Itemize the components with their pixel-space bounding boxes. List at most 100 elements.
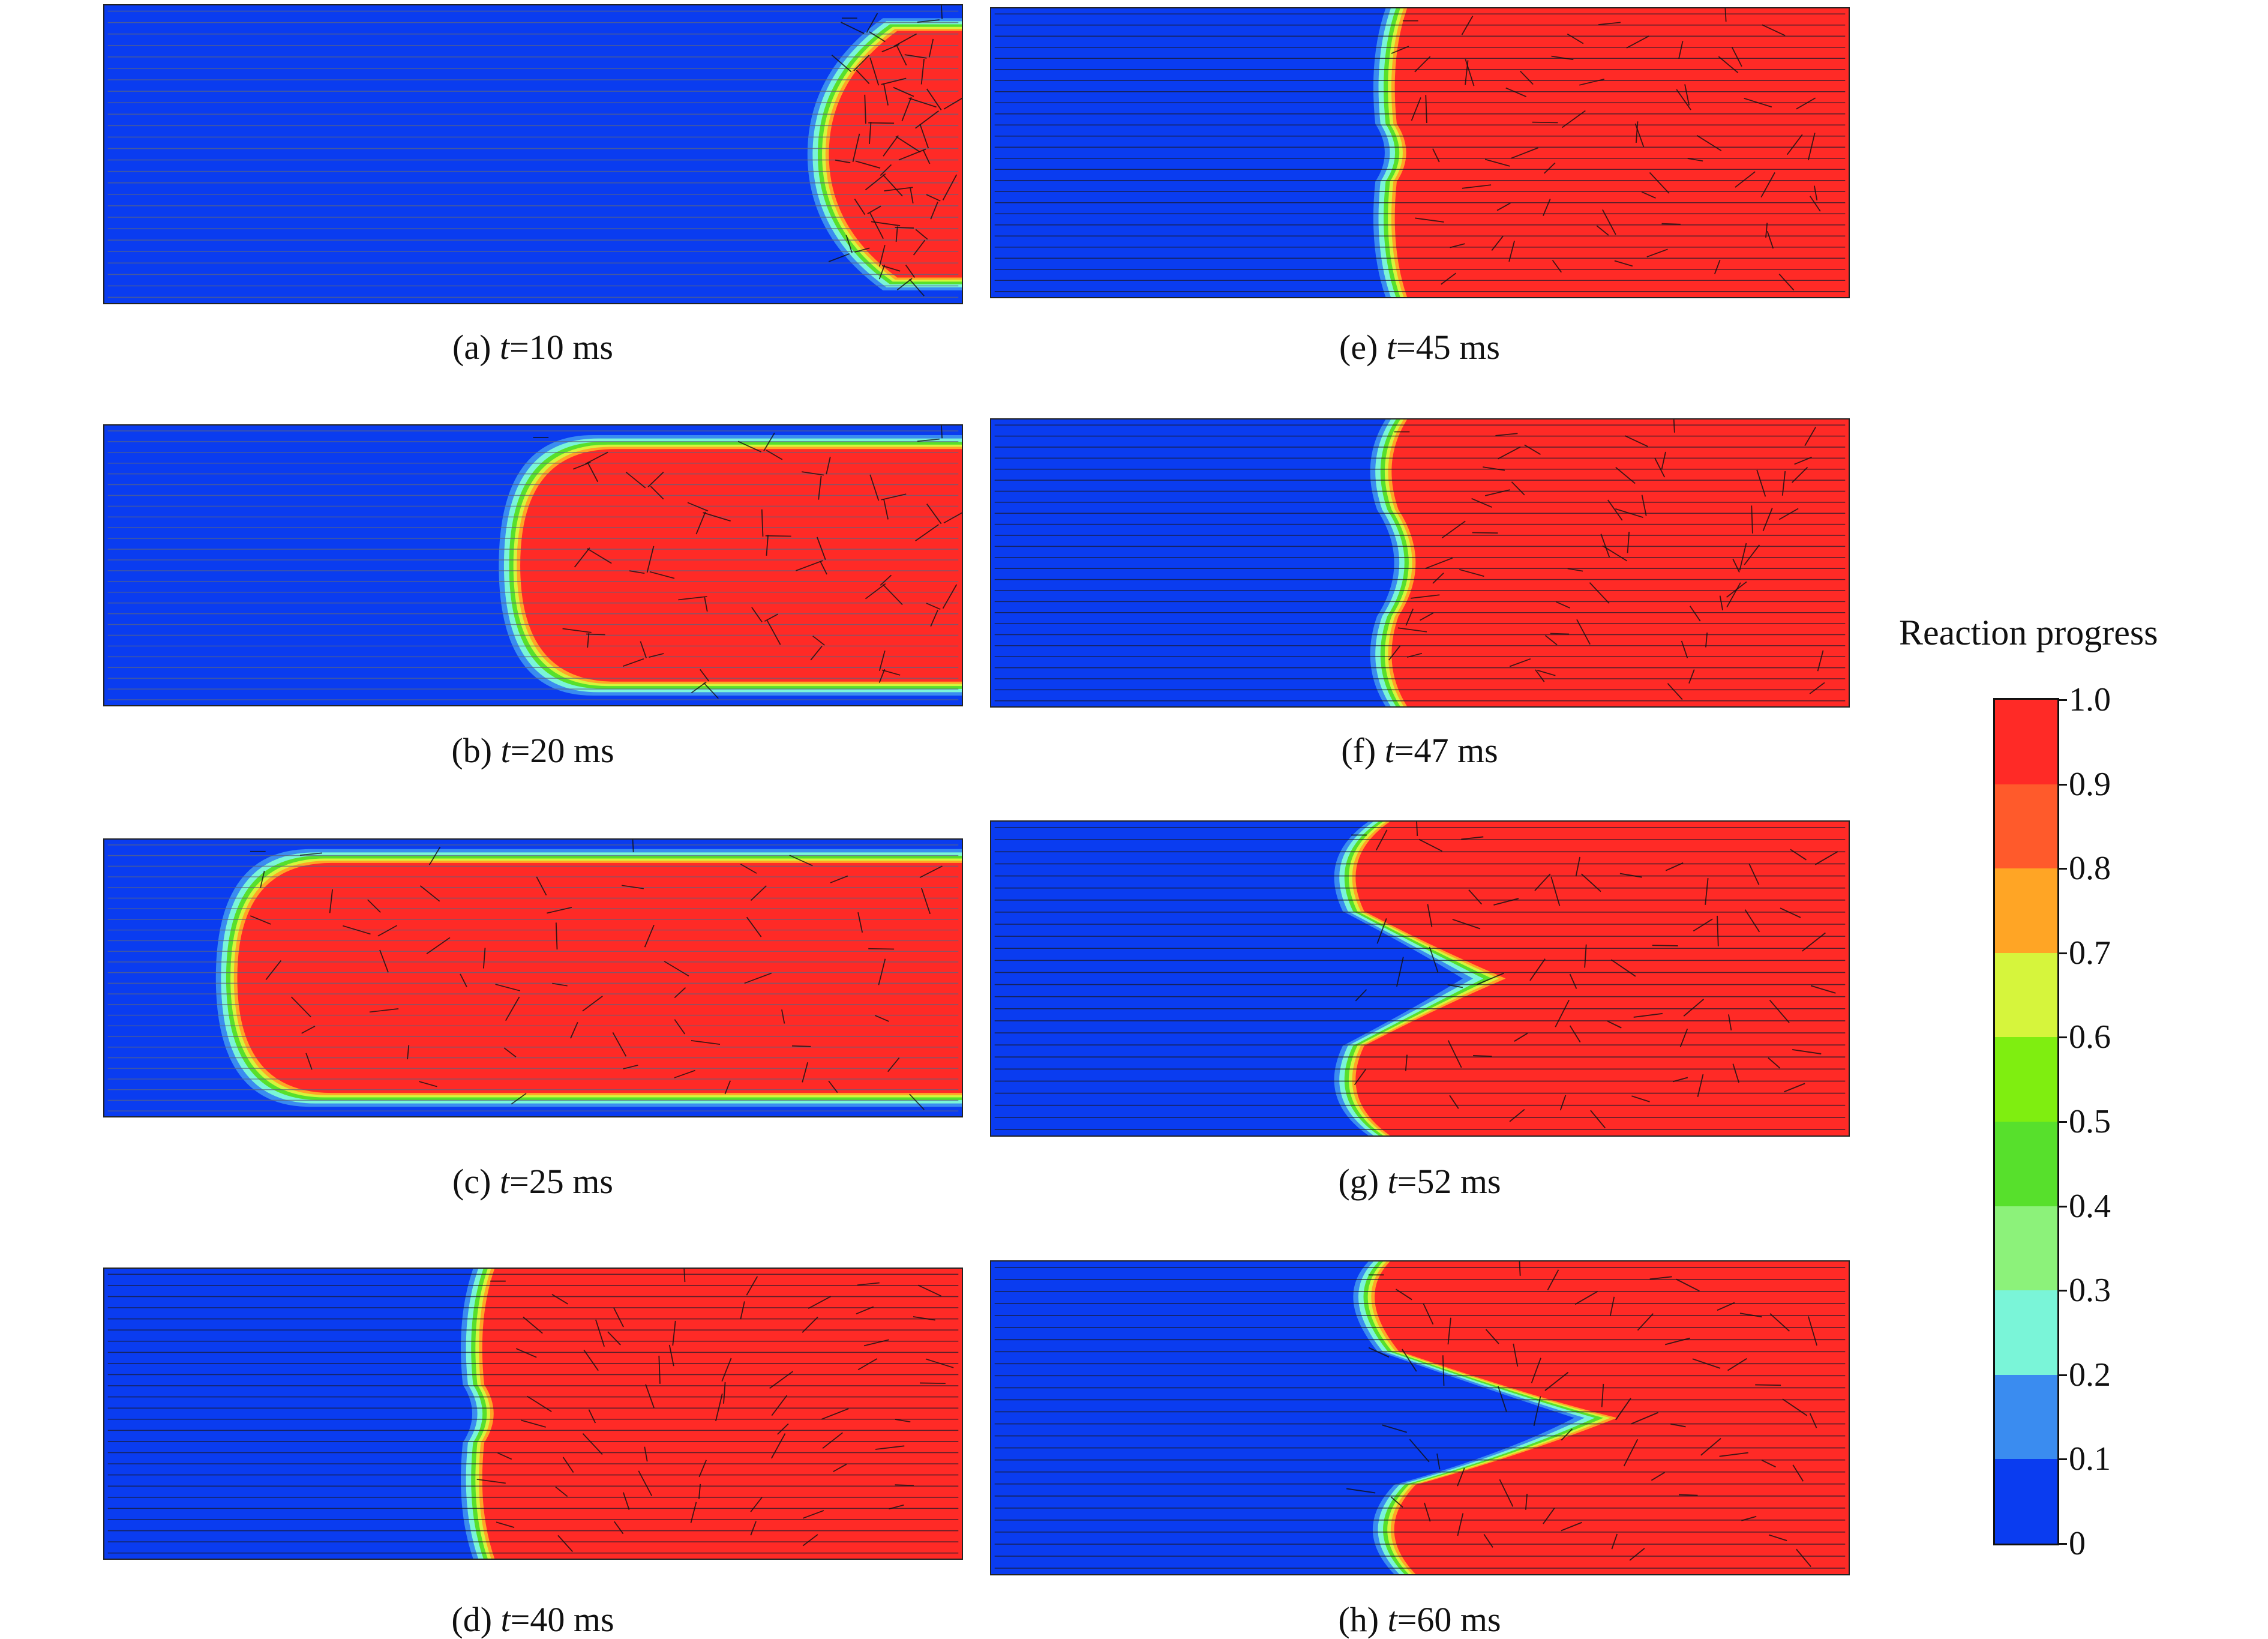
velocity-arrow — [691, 681, 707, 694]
velocity-arrow — [698, 1484, 701, 1499]
velocity-arrow — [342, 925, 371, 935]
velocity-arrow — [1547, 1269, 1559, 1291]
velocity-arrow — [1810, 985, 1836, 994]
velocity-arrow — [1676, 89, 1691, 110]
velocity-arrow — [1619, 873, 1642, 878]
colorbar-tick — [2057, 1290, 2067, 1292]
velocity-field — [994, 8, 1846, 292]
velocity-arrow — [883, 135, 899, 157]
velocity-arrow — [1450, 243, 1465, 248]
velocity-arrow — [1761, 1460, 1776, 1468]
velocity-arrow — [909, 278, 925, 296]
velocity-arrow — [895, 226, 914, 229]
velocity-arrow — [1533, 1396, 1541, 1427]
velocity-arrow — [1692, 1358, 1721, 1369]
velocity-arrow — [1744, 909, 1760, 933]
velocity-arrow — [1420, 612, 1434, 621]
velocity-arrow — [290, 996, 311, 1017]
velocity-arrow — [299, 852, 323, 856]
velocity-arrow — [857, 912, 863, 933]
velocity-arrow — [1457, 1513, 1464, 1536]
velocity-arrow — [1561, 1428, 1573, 1441]
velocity-arrow — [1654, 457, 1666, 478]
velocity-arrow — [703, 682, 719, 699]
velocity-arrow — [1726, 582, 1741, 608]
velocity-arrow — [526, 1395, 552, 1412]
velocity-arrow — [495, 984, 521, 991]
panel-e — [990, 7, 1850, 298]
velocity-arrow — [614, 1521, 624, 1535]
colorbar-tick — [2057, 868, 2067, 870]
velocity-arrow — [1719, 595, 1724, 610]
velocity-arrow — [1544, 635, 1558, 646]
colorbar-segment — [1995, 1290, 2057, 1375]
caption-time-var: t — [500, 1600, 511, 1639]
velocity-arrow — [821, 1408, 849, 1420]
velocity-arrow — [1629, 1548, 1645, 1561]
velocity-arrow — [1731, 47, 1742, 67]
velocity-arrow — [789, 855, 813, 867]
velocity-arrow — [1809, 196, 1821, 212]
velocity-arrow — [1817, 650, 1824, 672]
velocity-arrow — [1641, 191, 1656, 199]
velocity-arrow — [1590, 1110, 1606, 1129]
velocity-arrow — [1346, 1488, 1376, 1494]
velocity-arrow — [1414, 56, 1431, 73]
caption-prefix: (h) — [1338, 1600, 1388, 1639]
velocity-arrow — [810, 645, 823, 661]
velocity-arrow — [1477, 972, 1504, 985]
velocity-arrow — [587, 633, 590, 648]
velocity-field — [107, 840, 959, 1111]
velocity-arrow — [930, 202, 938, 220]
colorbar-tick-label: 0.3 — [2069, 1272, 2111, 1310]
velocity-arrow — [1535, 669, 1545, 682]
velocity-arrow — [893, 86, 914, 97]
velocity-arrow — [1447, 1040, 1462, 1068]
velocity-arrow — [1679, 1028, 1688, 1048]
velocity-arrow — [551, 1294, 569, 1305]
velocity-arrow — [746, 1276, 758, 1296]
velocity-arrow — [1497, 1386, 1507, 1412]
caption-b: (b) t=20 ms — [451, 733, 614, 768]
velocity-arrow — [552, 982, 568, 987]
colorbar — [1993, 698, 2059, 1545]
velocity-arrow — [570, 1021, 578, 1039]
velocity-arrow — [1615, 1398, 1631, 1421]
velocity-arrow — [1550, 633, 1570, 635]
velocity-arrow — [822, 1432, 843, 1449]
velocity-arrow — [905, 265, 916, 278]
velocity-arrow — [1688, 669, 1695, 684]
velocity-arrow — [869, 122, 872, 144]
velocity-arrow — [595, 1319, 605, 1347]
velocity-arrow — [1550, 876, 1561, 906]
velocity-arrow — [329, 889, 334, 913]
velocity-arrow — [678, 596, 707, 601]
velocity-arrow — [1452, 918, 1481, 930]
velocity-arrow — [1744, 97, 1772, 108]
velocity-arrow — [856, 1306, 874, 1315]
velocity-arrow — [855, 160, 881, 169]
velocity-arrow — [1808, 1316, 1818, 1346]
velocity-arrow — [915, 524, 939, 542]
velocity-arrow — [830, 875, 848, 883]
velocity-arrow — [1511, 481, 1525, 496]
contour-plot-e — [991, 8, 1849, 297]
velocity-arrow — [1649, 172, 1670, 194]
caption-time-var: t — [1387, 1162, 1397, 1201]
velocity-arrow — [1397, 627, 1427, 633]
velocity-arrow — [764, 613, 779, 622]
colorbar-tick-label: 0.9 — [2069, 765, 2111, 803]
velocity-arrow — [878, 958, 886, 985]
colorbar-tick — [2057, 952, 2067, 954]
velocity-arrow — [1584, 944, 1587, 968]
velocity-arrow — [1551, 55, 1574, 61]
caption-time-var: t — [1386, 328, 1397, 367]
velocity-arrow — [1447, 984, 1463, 988]
velocity-arrow — [1495, 433, 1518, 436]
panel-c — [103, 838, 963, 1117]
velocity-arrow — [1543, 199, 1551, 216]
velocity-arrow — [1667, 683, 1683, 700]
velocity-arrow — [1461, 836, 1484, 840]
velocity-arrow — [737, 441, 762, 453]
velocity-arrow — [1424, 1502, 1431, 1522]
